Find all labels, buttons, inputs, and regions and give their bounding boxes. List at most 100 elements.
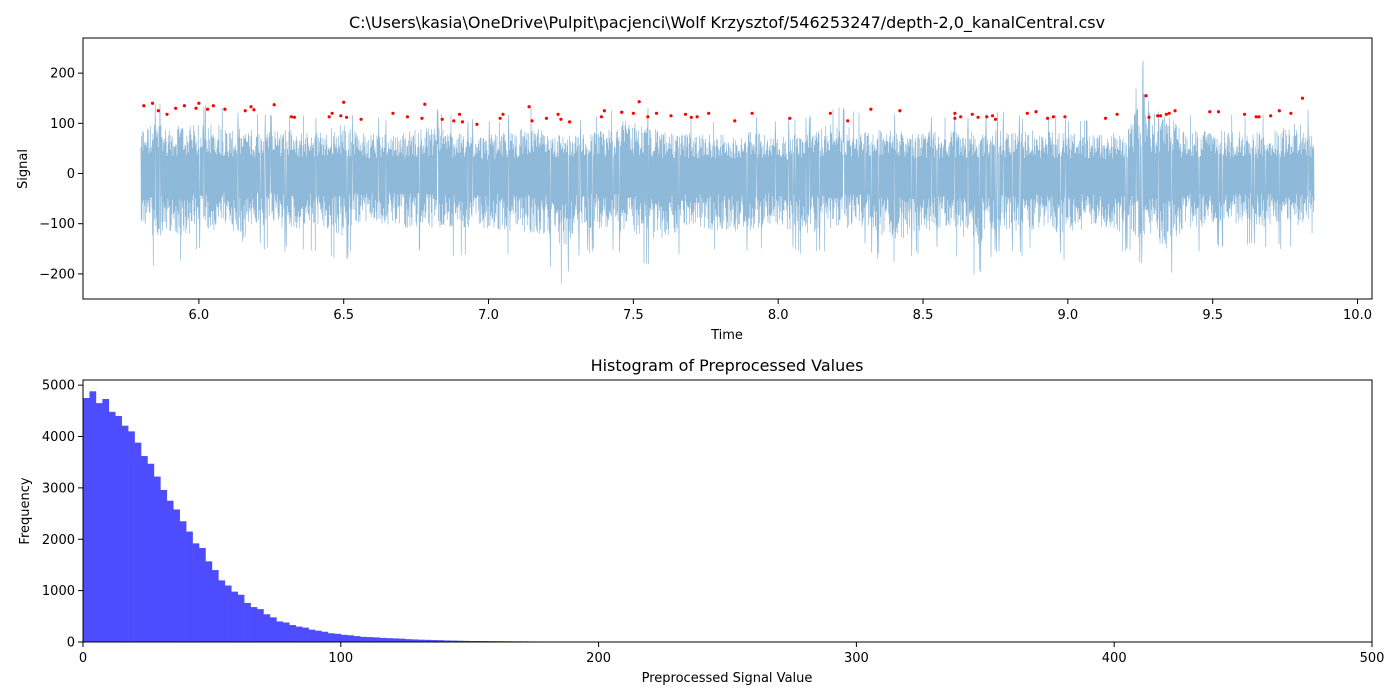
histogram-bar <box>347 635 354 642</box>
peak-point <box>898 109 902 113</box>
signal-x-tick-label: 9.5 <box>1202 308 1223 323</box>
histogram-bar <box>160 489 168 642</box>
histogram-bar <box>379 637 387 642</box>
signal-x-tick-label: 10.0 <box>1343 308 1372 323</box>
peak-point <box>1300 96 1305 100</box>
peak-point <box>174 106 178 110</box>
histogram-x-tick-label: 200 <box>586 651 611 666</box>
peak-point <box>194 106 198 110</box>
histogram-bar <box>282 622 290 642</box>
signal-x-tick-label: 9.0 <box>1058 308 1079 323</box>
histogram-bar <box>263 614 271 642</box>
signal-y-ticks: −200 −100 0 100 200 <box>39 67 83 282</box>
peak-point <box>391 111 395 115</box>
signal-y-tick-label: 0 <box>67 167 75 182</box>
histogram-bar <box>392 638 400 642</box>
peak-point <box>165 112 169 116</box>
histogram-y-tick-label: 1000 <box>42 584 75 599</box>
signal-chart: C:\Users\kasia\OneDrive\Pulpit\pacjenci\… <box>16 13 1373 343</box>
histogram-bar <box>340 634 348 642</box>
peak-point <box>788 116 792 120</box>
peak-point <box>959 115 963 119</box>
histogram-y-tick-label: 0 <box>67 636 75 651</box>
peak-point <box>620 110 624 114</box>
peak-point <box>1045 116 1050 120</box>
peak-point <box>1025 111 1029 115</box>
peak-point <box>527 105 531 109</box>
histogram-bar <box>211 570 219 642</box>
histogram-bar <box>128 431 135 642</box>
histogram-bar <box>443 640 451 642</box>
peak-point <box>249 105 253 109</box>
signal-x-label: Time <box>710 328 743 343</box>
peak-point <box>869 107 873 111</box>
histogram-x-tick-label: 400 <box>1102 651 1127 666</box>
peak-point <box>828 111 832 115</box>
peak-point <box>1173 109 1177 113</box>
histogram-bar <box>244 602 251 642</box>
histogram-bar <box>411 639 419 642</box>
histogram-bar <box>141 456 148 642</box>
peak-point <box>556 112 560 116</box>
histogram-bar <box>308 629 316 642</box>
signal-x-tick-label: 8.5 <box>913 308 934 323</box>
histogram-bar <box>418 639 425 642</box>
histogram-y-label: Frequency <box>18 477 33 544</box>
signal-chart-title: C:\Users\kasia\OneDrive\Pulpit\pacjenci\… <box>349 13 1105 33</box>
histogram-bar <box>147 463 155 642</box>
histogram-bar <box>398 638 406 642</box>
signal-plot-area <box>140 60 1315 284</box>
histogram-x-ticks: 0 100 200 300 400 500 <box>79 642 1384 666</box>
peak-point <box>498 116 502 120</box>
histogram-bar <box>166 500 174 642</box>
signal-y-tick-label: −100 <box>39 217 75 232</box>
signal-x-tick-label: 6.5 <box>333 308 354 323</box>
peak-point <box>1269 114 1273 118</box>
histogram-bar <box>108 411 116 642</box>
signal-x-ticks: 6.0 6.5 7.0 7.5 8.0 8.5 9.0 9.5 10.0 <box>189 299 1372 323</box>
histogram-bar <box>237 594 245 642</box>
peak-point <box>1208 110 1212 114</box>
histogram-x-tick-label: 100 <box>328 651 353 666</box>
peak-point <box>953 116 957 120</box>
peak-point <box>750 111 754 115</box>
peak-point <box>695 115 699 119</box>
peak-point <box>599 115 604 119</box>
signal-y-tick-label: 100 <box>50 117 75 132</box>
peak-point <box>182 104 186 108</box>
peak-point <box>440 117 444 121</box>
peak-point <box>501 112 505 116</box>
histogram-bar <box>250 607 258 642</box>
histogram-axes-frame <box>82 379 1373 643</box>
signal-x-tick-label: 8.0 <box>768 308 789 323</box>
peak-point <box>689 115 693 119</box>
peak-point <box>846 119 850 123</box>
peak-point <box>733 119 737 123</box>
histogram-bar <box>224 585 232 642</box>
peak-point <box>1063 115 1067 119</box>
peak-point <box>1115 112 1119 116</box>
peak-point <box>1034 110 1038 114</box>
peak-point <box>544 116 549 120</box>
histogram-bar <box>276 621 284 642</box>
histogram-bar <box>353 636 361 642</box>
histogram-bar <box>463 640 470 642</box>
histogram-x-tick-label: 0 <box>79 651 87 666</box>
peak-point <box>243 109 247 113</box>
peak-point <box>631 111 635 115</box>
histogram-bar <box>257 609 264 642</box>
peak-point <box>976 115 980 119</box>
histogram-bar <box>366 637 374 642</box>
peak-point <box>970 112 974 116</box>
peak-point <box>1277 109 1281 113</box>
histogram-chart: Histogram of Preprocessed Values 0 100 200… <box>18 356 1384 686</box>
peak-point <box>420 116 424 120</box>
peak-point <box>1254 115 1258 119</box>
peak-point <box>475 122 479 126</box>
histogram-bar <box>95 403 103 642</box>
peak-point <box>707 111 711 115</box>
peak-point <box>1257 115 1261 119</box>
peak-point <box>423 102 427 106</box>
peak-point <box>292 115 297 119</box>
